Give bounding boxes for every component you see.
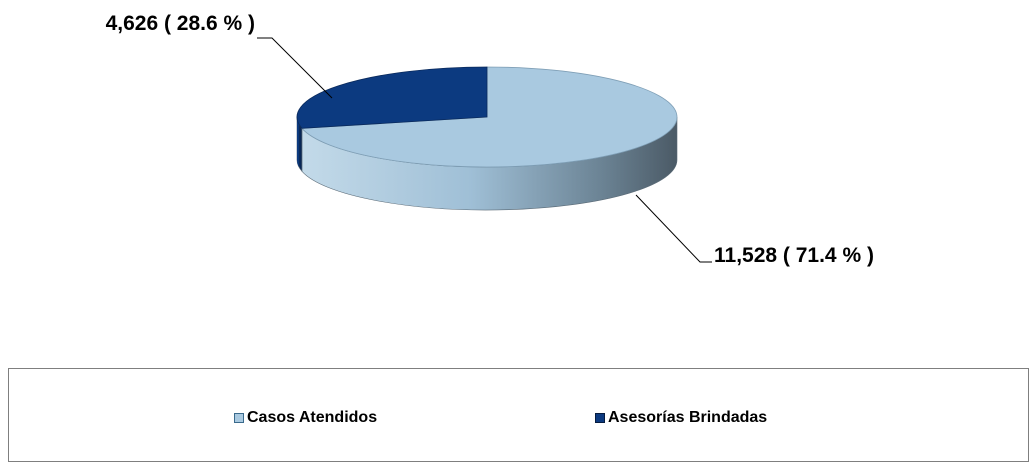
legend-label: Casos Atendidos — [247, 409, 378, 426]
leader-line-1 — [257, 37, 333, 99]
legend: Casos Atendidos Asesorías Brindadas — [8, 368, 1029, 462]
data-label-casos-atendidos: 11,528 ( 71.4 % ) — [714, 244, 874, 267]
legend-item-asesorias-brindadas: Asesorías Brindadas — [595, 409, 767, 427]
legend-label: Asesorías Brindadas — [608, 409, 768, 426]
legend-swatch-asesorias-brindadas — [595, 413, 605, 423]
legend-item-casos-atendidos: Casos Atendidos — [234, 409, 377, 427]
legend-swatch-casos-atendidos — [234, 413, 244, 423]
pie-side-edge — [297, 117, 299, 167]
pie-slice-casos-atendidos — [301, 66, 678, 168]
data-label-asesorias-brindadas: 4,626 ( 28.6 % ) — [106, 12, 255, 35]
pie-slice-asesorias-brindadas — [296, 66, 488, 129]
leader-line-0 — [635, 194, 712, 263]
